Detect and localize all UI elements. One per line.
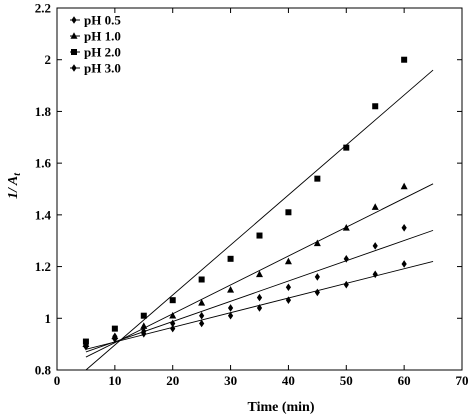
data-point (169, 311, 177, 319)
data-point (372, 242, 378, 250)
data-point (198, 276, 205, 283)
data-point (313, 239, 321, 247)
x-tick-label: 50 (340, 373, 353, 388)
fit-lines (85, 69, 434, 371)
x-axis-title: Time (min) (247, 400, 314, 415)
series-2 (82, 56, 408, 345)
legend-label: pH 3.0 (84, 61, 121, 76)
y-axis-title-sub: t (12, 172, 23, 176)
data-point (112, 332, 118, 341)
data-point (256, 270, 263, 278)
y-tick-label: 0.8 (35, 363, 52, 378)
plot-frame (56, 7, 463, 371)
data-point (170, 324, 176, 333)
data-point (285, 283, 292, 292)
x-tick-label: 20 (166, 373, 179, 388)
legend-label: pH 2.0 (84, 45, 121, 60)
data-point (314, 175, 321, 182)
fit-line-1 (85, 183, 434, 358)
data-point (285, 296, 292, 304)
data-point (82, 338, 89, 345)
data-point (401, 223, 407, 232)
data-point (198, 298, 206, 306)
legend-item-0: pH 0.5 (70, 13, 121, 28)
data-point (372, 270, 378, 279)
data-point (314, 273, 320, 281)
data-point (401, 260, 407, 268)
data-point (227, 255, 234, 262)
data-point (111, 325, 118, 332)
legend-marker (71, 64, 77, 72)
x-tick-label: 30 (224, 373, 237, 388)
data-point (141, 327, 147, 336)
data-point (343, 280, 349, 289)
x-tick-label: 40 (282, 373, 295, 388)
x-tick-label: 10 (108, 373, 121, 388)
series-0 (83, 260, 407, 348)
legend-item-3: pH 3.0 (70, 61, 121, 76)
x-tick-label: 60 (398, 373, 411, 388)
data-point (199, 311, 205, 320)
legend-marker (71, 49, 77, 55)
y-axis: 0.8 1 1.2 1.4 1.6 1.8 2 2.2 (35, 1, 462, 378)
data-point (285, 209, 292, 216)
y-tick-label: 1 (45, 311, 52, 326)
y-tick-label: 1.6 (35, 156, 52, 171)
data-point (227, 286, 235, 293)
legend-label: pH 0.5 (84, 13, 121, 28)
data-point (169, 297, 176, 304)
data-point (284, 257, 292, 265)
data-point (401, 56, 408, 63)
data-point (140, 312, 147, 319)
y-tick-label: 1.2 (35, 259, 51, 274)
data-point (140, 322, 148, 329)
y-tick-label: 1.8 (35, 104, 52, 119)
data-point (256, 293, 263, 302)
data-point (371, 203, 379, 210)
data-points (82, 56, 408, 351)
data-point (227, 311, 234, 320)
data-point (314, 288, 320, 297)
data-point (343, 144, 350, 151)
data-point (170, 319, 176, 328)
data-point (227, 304, 234, 312)
x-tick-label: 0 (54, 373, 61, 388)
data-point (83, 342, 89, 351)
legend-label: pH 1.0 (84, 29, 121, 44)
plot-area (56, 7, 463, 371)
y-axis-title: 1/ At (6, 172, 23, 199)
legend-item-1: pH 1.0 (70, 29, 121, 44)
y-tick-label: 2.2 (35, 1, 51, 16)
data-point (199, 319, 205, 328)
legend-item-2: pH 2.0 (70, 45, 121, 60)
legend: pH 0.5pH 1.0pH 2.0pH 3.0 (70, 13, 121, 76)
data-point (400, 182, 408, 190)
y-axis-title-main: 1/ A (6, 176, 21, 199)
series-3 (83, 223, 407, 351)
legend-marker (71, 16, 77, 24)
data-point (372, 103, 379, 110)
legend-marker (70, 32, 78, 39)
data-point (343, 255, 349, 263)
fit-line-3 (85, 229, 434, 353)
y-tick-label: 2 (45, 52, 52, 67)
y-tick-label: 1.4 (35, 207, 52, 222)
x-tick-label: 70 (456, 373, 469, 388)
data-point (256, 232, 263, 239)
data-point (342, 223, 350, 231)
series-1 (82, 182, 408, 347)
fit-line-2 (85, 69, 434, 371)
x-axis: 0 10 20 30 40 50 60 70 (54, 8, 469, 388)
data-point (256, 304, 263, 312)
